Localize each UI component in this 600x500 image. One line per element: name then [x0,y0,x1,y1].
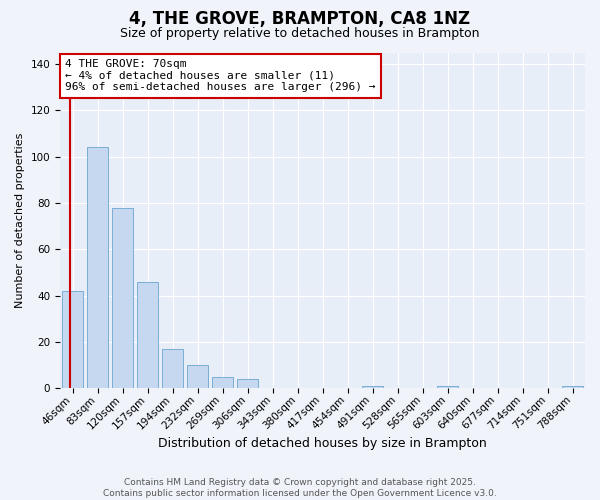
Bar [187,365,208,388]
Bar [62,291,83,388]
Text: Size of property relative to detached houses in Brampton: Size of property relative to detached ho… [120,28,480,40]
Bar [212,377,233,388]
X-axis label: Distribution of detached houses by size in Brampton: Distribution of detached houses by size … [158,437,487,450]
Bar [362,386,383,388]
Text: 4, THE GROVE, BRAMPTON, CA8 1NZ: 4, THE GROVE, BRAMPTON, CA8 1NZ [130,10,470,28]
Bar [237,379,258,388]
Y-axis label: Number of detached properties: Number of detached properties [15,132,25,308]
Bar [137,282,158,389]
Bar [437,386,458,388]
Text: Contains HM Land Registry data © Crown copyright and database right 2025.
Contai: Contains HM Land Registry data © Crown c… [103,478,497,498]
Bar [562,386,583,388]
Text: 4 THE GROVE: 70sqm
← 4% of detached houses are smaller (11)
96% of semi-detached: 4 THE GROVE: 70sqm ← 4% of detached hous… [65,59,376,92]
Bar [112,208,133,388]
Bar [162,349,183,389]
Bar [87,148,108,388]
